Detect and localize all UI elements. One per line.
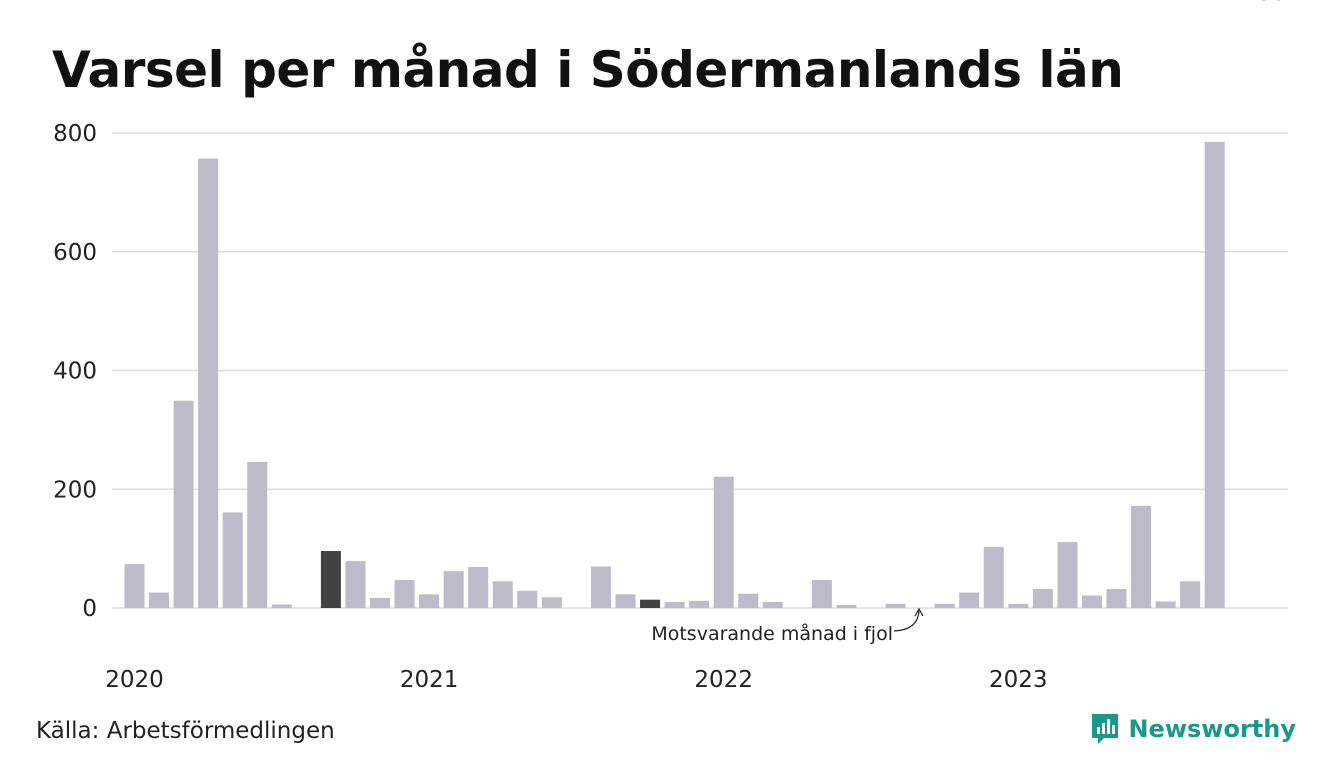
bar-2021-11 <box>664 602 685 608</box>
bar-2021-09 <box>615 594 636 608</box>
x-tick-label: 2023 <box>989 667 1048 693</box>
y-tick-label: 800 <box>53 121 97 147</box>
bar-2022-11 <box>959 592 980 608</box>
bar-2023-06 <box>1131 505 1152 608</box>
x-tick-label: 2022 <box>694 667 753 693</box>
bar-2020-06 <box>247 461 268 608</box>
bar-chart: 0 200 400 600 800 2020 2021 2022 2023 Motsvaran… <box>53 0 1288 693</box>
bar-2023-07 <box>1155 601 1176 608</box>
brand-name: Newsworthy <box>1128 715 1296 743</box>
y-tick-label: 600 <box>53 240 97 266</box>
bar-2022-02 <box>738 593 759 608</box>
annotation-layer: Motsvarande månad i fjol <box>651 607 924 645</box>
y-tick-label: 400 <box>53 359 97 385</box>
bar-2020-05 <box>222 512 243 608</box>
bar-2022-06 <box>836 605 857 608</box>
bar-2021-04 <box>492 581 513 608</box>
bar-2020-09 <box>320 551 341 608</box>
bar-2021-05 <box>517 590 538 608</box>
bar-2023-04 <box>1081 595 1102 608</box>
bar-2023-01 <box>1008 603 1029 608</box>
gridlines <box>112 132 1288 609</box>
x-tick-label: 2020 <box>105 667 164 693</box>
x-axis-ticks: 2020 2021 2022 2023 <box>105 667 1047 693</box>
y-tick-label: 200 <box>53 477 97 503</box>
bar-2021-08 <box>590 566 611 608</box>
bar-2021-10 <box>640 599 661 608</box>
chart-title: Varsel per månad i Södermanlands län <box>52 41 1124 99</box>
x-tick-label: 2021 <box>400 667 459 693</box>
bar-2023-02 <box>1032 589 1053 608</box>
newsworthy-logo-icon <box>1092 714 1119 744</box>
annotation-arrow <box>893 610 920 632</box>
bar-2020-11 <box>370 597 390 608</box>
y-axis-ticks: 0 200 400 600 800 <box>53 121 97 622</box>
bar-2020-10 <box>345 561 366 608</box>
annotation-arrow-head <box>914 607 924 617</box>
bar-2022-03 <box>762 602 783 608</box>
bar-2023-09 <box>1204 141 1225 608</box>
bar-2023-08 <box>1180 581 1201 608</box>
brand-logo: Newsworthy <box>1090 712 1296 746</box>
bar-2020-04 <box>198 158 219 608</box>
bar-2021-02 <box>443 571 464 608</box>
bar-2022-10 <box>934 603 955 608</box>
bar-2020-02 <box>149 592 170 608</box>
bar-2021-01 <box>419 594 440 608</box>
bar-2021-12 <box>689 600 710 608</box>
bar-2020-03 <box>173 400 194 608</box>
bar-2023-05 <box>1106 589 1127 608</box>
source-text: Källa: Arbetsförmedlingen <box>36 718 335 744</box>
bar-2020-07 <box>271 604 292 608</box>
bar-2021-03 <box>468 567 489 608</box>
bar-2021-06 <box>541 597 562 608</box>
bar-2020-01 <box>124 564 145 608</box>
y-tick-label: 0 <box>82 596 97 622</box>
bar-2023-03 <box>1057 542 1078 608</box>
annotation-text: Motsvarande månad i fjol <box>651 622 893 645</box>
bars <box>124 141 1225 608</box>
bar-2020-12 <box>394 580 415 608</box>
bar-2022-01 <box>713 476 734 608</box>
bar-2022-05 <box>811 580 832 608</box>
bar-2022-12 <box>983 546 1004 608</box>
highlight-value-label: 785 <box>1240 0 1288 6</box>
bar-2022-08 <box>885 603 906 608</box>
